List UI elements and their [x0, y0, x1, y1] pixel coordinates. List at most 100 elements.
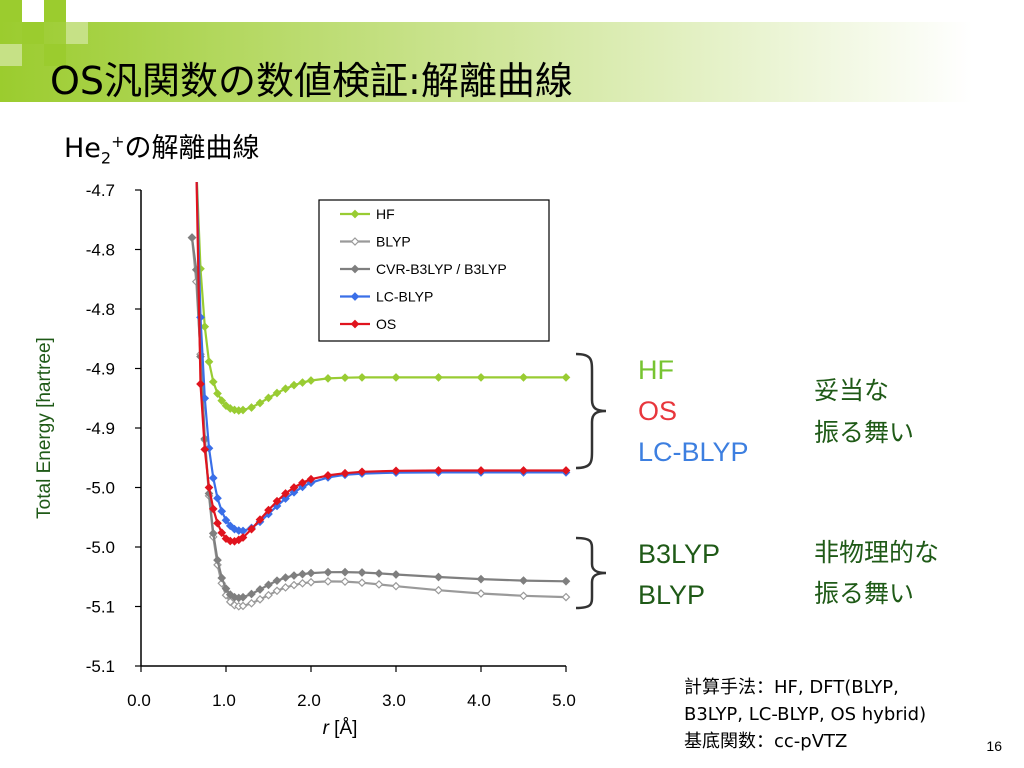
data-point: [238, 601, 248, 611]
data-point: [289, 571, 299, 580]
data-point: [476, 574, 486, 584]
method-note: 計算手法：HF, DFT(BLYP, B3LYP, LC-BLYP, OS hy…: [684, 674, 926, 755]
legend-swatch-marker: [350, 264, 360, 274]
data-point: [208, 528, 218, 538]
data-point: [187, 233, 197, 242]
decorative-squares: [0, 0, 88, 66]
data-point: [434, 572, 443, 582]
data-point: [200, 445, 210, 454]
subtitle-superscript: +: [111, 132, 125, 151]
legend-entry-label: HF: [376, 206, 395, 222]
data-point: [289, 483, 299, 492]
data-point: [340, 577, 350, 586]
subtitle-he: He: [64, 133, 101, 164]
data-point: [476, 373, 486, 382]
y-tick-label: -5.1: [86, 598, 115, 617]
data-point: [391, 373, 401, 382]
data-point: [281, 384, 290, 394]
data-point: [323, 567, 333, 577]
data-point: [391, 466, 401, 476]
group2-label-blyp: BLYP: [638, 580, 706, 610]
series-line-0: [195, 182, 566, 412]
data-point: [340, 373, 350, 383]
data-point: [340, 567, 350, 577]
data-point: [323, 577, 333, 586]
data-point: [519, 576, 528, 585]
data-point: [272, 496, 282, 506]
y-tick-label: -4.7: [86, 181, 115, 200]
data-point: [298, 578, 307, 588]
data-point: [476, 466, 486, 475]
y-tick-label: -4.8: [86, 300, 115, 319]
data-point: [213, 555, 222, 565]
slide-title: OS汎関数の数値検証:解離曲線: [50, 59, 573, 103]
group1-note-line2: 振る舞い: [814, 418, 915, 447]
chart-subtitle: He2+の解離曲線: [64, 126, 260, 167]
data-point: [213, 389, 222, 398]
legend-swatch-marker: [350, 319, 360, 329]
data-point: [561, 373, 571, 382]
legend-entry-label: BLYP: [376, 234, 411, 250]
data-point: [289, 380, 299, 390]
data-point: [272, 388, 282, 398]
data-point: [255, 515, 265, 524]
x-tick-label: 0.0: [127, 691, 151, 710]
data-point: [357, 568, 367, 577]
brace-group-2: [575, 536, 607, 610]
data-point: [264, 590, 273, 600]
y-tick-label: -5.0: [86, 538, 115, 557]
x-tick-label: 2.0: [297, 691, 321, 710]
y-tick-label: -4.9: [86, 419, 115, 438]
data-point: [217, 506, 227, 516]
subtitle-rest: の解離曲線: [124, 133, 260, 164]
data-point: [519, 466, 528, 475]
legend: HF BLYP CVR-B3LYP / B3LYP LC-BLYP OS: [318, 199, 550, 342]
data-point: [200, 322, 210, 331]
data-point: [561, 466, 571, 475]
data-point: [434, 466, 443, 475]
group1-label-os: OS: [638, 396, 678, 426]
data-point: [374, 580, 384, 589]
y-tick-label: -4.9: [86, 360, 115, 379]
data-point: [247, 524, 256, 534]
data-point: [298, 378, 307, 387]
group1-label-lc-blyp: LC-BLYP: [638, 437, 749, 467]
method-line-3: 基底関数：cc-pVTZ: [684, 731, 848, 752]
legend-swatch-marker: [350, 209, 360, 219]
data-point: [306, 474, 316, 484]
series-line-4: [195, 182, 566, 543]
method-line-1: 計算手法：HF, DFT(BLYP,: [684, 677, 899, 698]
data-point: [306, 577, 316, 587]
plot-area: [187, 182, 571, 611]
data-point: [357, 373, 367, 382]
title-bar: [0, 22, 1024, 102]
data-point: [217, 528, 227, 538]
y-tick-label: -5.1: [86, 657, 115, 676]
data-point: [247, 403, 256, 412]
data-point: [255, 398, 265, 408]
brace-group-1: [575, 352, 607, 470]
data-point: [340, 468, 350, 478]
data-point: [281, 494, 290, 503]
data-point: [255, 585, 265, 594]
data-point: [208, 377, 218, 387]
group1-note-line1: 妥当な: [814, 376, 890, 405]
data-point: [196, 379, 205, 389]
data-point: [281, 489, 290, 498]
data-point: [289, 580, 299, 590]
group2-note-line1: 非物理的な: [814, 538, 940, 567]
y-axis-label: Total Energy [hartree]: [34, 337, 55, 519]
method-line-2: B3LYP, LC-BLYP, OS hybrid): [684, 704, 927, 725]
x-tick-label: 1.0: [212, 691, 236, 710]
data-point: [204, 483, 214, 492]
data-point: [281, 583, 290, 592]
page-number: 16: [986, 738, 1002, 754]
data-point: [221, 584, 231, 593]
data-point: [289, 487, 299, 497]
data-point: [476, 589, 486, 598]
data-point: [323, 471, 333, 480]
legend-box: [318, 199, 550, 342]
data-point: [208, 504, 218, 514]
data-point: [238, 533, 248, 542]
